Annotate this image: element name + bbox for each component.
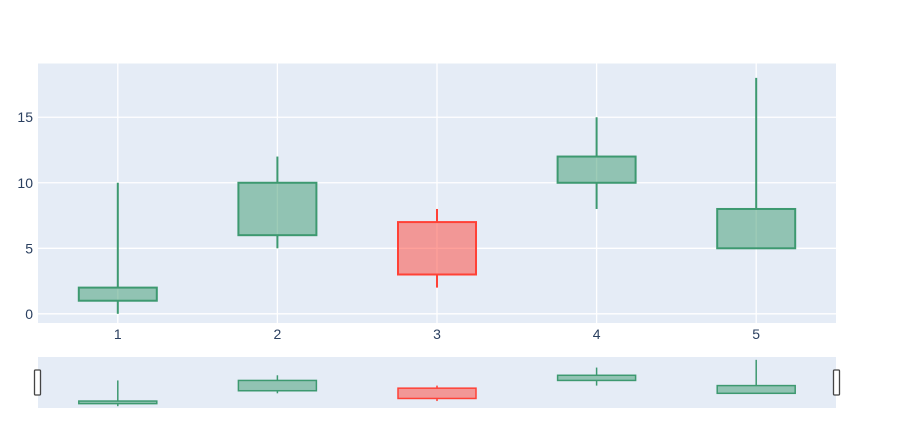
x-tick-label: 4 <box>593 326 601 342</box>
x-tick-label: 5 <box>752 326 760 342</box>
candle-body <box>77 286 158 302</box>
rangeslider-mini-candlestick-1 <box>78 380 158 407</box>
rangeslider-mini-candlestick-3 <box>397 385 477 402</box>
rangeslider-mini-candlestick-5 <box>716 359 796 395</box>
rangeslider-miniature <box>78 359 796 407</box>
rangeslider-left-handle[interactable] <box>33 369 42 396</box>
candle-body <box>397 387 477 400</box>
candle-body <box>237 379 318 392</box>
rangeslider-right-handle[interactable] <box>832 369 841 396</box>
rangeslider-mini-candlestick-4 <box>556 367 637 386</box>
y-tick-label: 15 <box>17 109 33 125</box>
candle-body <box>716 207 797 250</box>
candle-body <box>397 221 477 276</box>
x-tick-label: 3 <box>433 326 441 342</box>
candle-body <box>556 155 637 184</box>
candlestick-1[interactable] <box>77 182 158 314</box>
candle-body <box>237 181 318 237</box>
y-tick-label: 10 <box>17 175 33 191</box>
y-tick-label: 5 <box>25 240 33 256</box>
candle-body <box>716 384 796 395</box>
candle-body <box>556 374 637 382</box>
x-tick-label: 2 <box>274 326 282 342</box>
x-tick-label: 1 <box>114 326 122 342</box>
candlestick-5[interactable] <box>716 77 797 250</box>
candlestick-2[interactable] <box>237 156 318 249</box>
candlestick-4[interactable] <box>556 117 637 209</box>
y-tick-label: 0 <box>25 306 33 322</box>
candle-body <box>78 400 158 405</box>
rangeslider-mini-candlestick-2 <box>237 375 318 394</box>
candlestick-3[interactable] <box>397 208 477 288</box>
